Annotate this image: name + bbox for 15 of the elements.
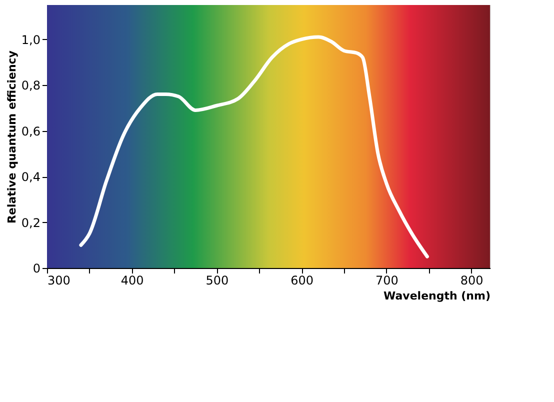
- x-axis-title: Wavelength (nm): [384, 290, 490, 302]
- y-tick-label: 0,2: [21, 216, 40, 230]
- y-axis-title: Relative quantum efficiency: [5, 50, 18, 224]
- x-tick-label: 700: [376, 274, 398, 288]
- x-tick-label: 400: [120, 274, 144, 288]
- y-tick-label: 0: [32, 262, 40, 276]
- y-tick-label: 0,4: [21, 170, 40, 184]
- x-tick-label: 300: [48, 274, 70, 288]
- y-tick-label: 0,6: [21, 124, 40, 138]
- line-series: [79, 35, 429, 258]
- y-tick-label: 1,0: [21, 32, 40, 47]
- x-tick-label: 500: [206, 274, 229, 288]
- y-tick-label: 0,8: [21, 78, 40, 93]
- x-tick-label: 600: [290, 274, 314, 288]
- x-tick-label: 800: [460, 274, 484, 288]
